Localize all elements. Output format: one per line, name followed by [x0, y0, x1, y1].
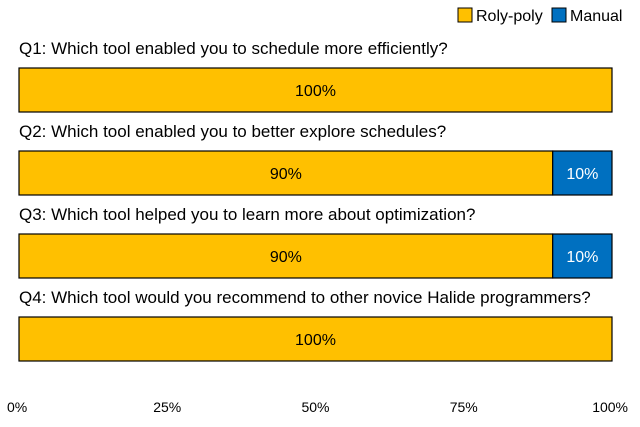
bar-segment-q2-manual [552, 150, 613, 196]
legend-swatch-manual [551, 7, 567, 23]
question-group: Q1: Which tool enabled you to schedule m… [19, 39, 591, 307]
bar-segment-q3-manual [552, 233, 613, 279]
question-label-q3: Q3: Which tool helped you to learn more … [19, 205, 475, 224]
data-label-q2-manual: 10% [566, 166, 598, 183]
x-tick-label: 100% [592, 399, 628, 415]
data-label-q4-roly-poly: 100% [295, 332, 336, 349]
bar-segment-q3-roly-poly [18, 233, 554, 279]
x-tick-label: 50% [301, 399, 329, 415]
bar-segment-q4-roly-poly [18, 316, 613, 362]
legend-label-manual: Manual [570, 8, 622, 25]
bar-segment-q2-roly-poly [18, 150, 554, 196]
question-label-q2: Q2: Which tool enabled you to better exp… [19, 122, 446, 141]
x-tick-label: 0% [7, 399, 27, 415]
data-label-q3-roly-poly: 90% [270, 249, 302, 266]
bar-segment-q1-roly-poly [18, 67, 613, 113]
x-tick-label: 25% [153, 399, 181, 415]
x-axis: 0% 25% 50% 75% 100% [7, 399, 628, 415]
data-label-q1-roly-poly: 100% [295, 83, 336, 100]
x-tick-label: 75% [450, 399, 478, 415]
bars-group: 100% 90% 10% 90% 10% 100% [18, 67, 613, 362]
data-label-q2-roly-poly: 90% [270, 166, 302, 183]
legend-label-roly-poly: Roly-poly [476, 8, 543, 25]
question-label-q1: Q1: Which tool enabled you to schedule m… [19, 39, 448, 58]
question-label-q4: Q4: Which tool would you recommend to ot… [19, 288, 591, 307]
legend-swatch-roly-poly [457, 7, 473, 23]
data-label-q3-manual: 10% [566, 249, 598, 266]
legend: Roly-poly Manual [457, 7, 622, 25]
